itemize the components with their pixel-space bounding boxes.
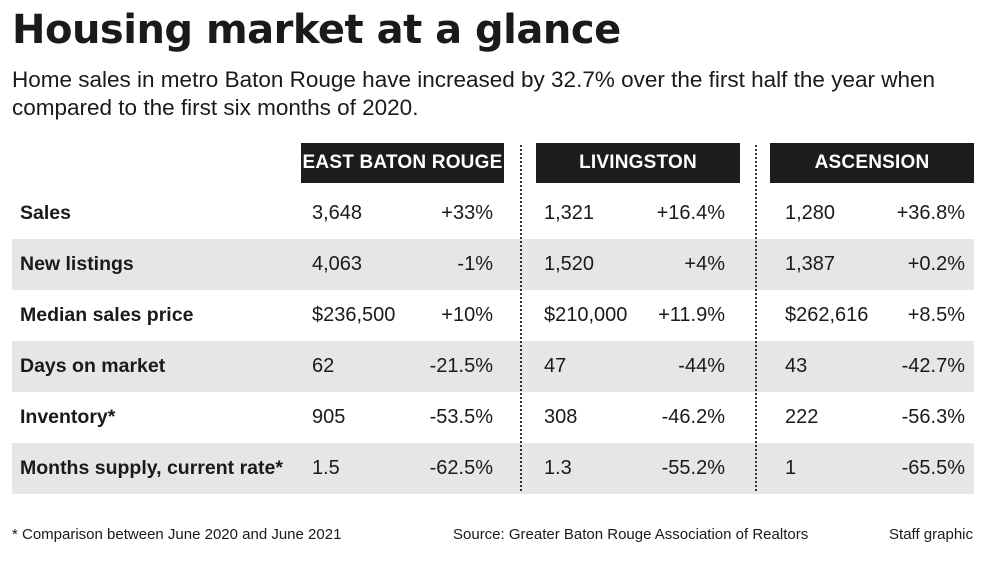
row-label: Median sales price xyxy=(20,304,194,326)
value-cell: $210,000 xyxy=(544,304,628,326)
page-subtitle: Home sales in metro Baton Rouge have inc… xyxy=(12,67,936,120)
credit-note: Staff graphic xyxy=(889,526,973,543)
value-cell: 47 xyxy=(544,355,567,377)
column-divider xyxy=(755,145,757,491)
change-cell: -42.7% xyxy=(901,355,965,377)
table-row: New listings 4,063 -1% 1,520 +4% 1,387 +… xyxy=(12,239,974,290)
value-cell: $236,500 xyxy=(312,304,396,326)
column-header-livingston: LIVINGSTON xyxy=(536,143,740,183)
row-label: Inventory* xyxy=(20,406,116,428)
column-header-ascension: ASCENSION xyxy=(770,143,974,183)
change-cell: +8.5% xyxy=(907,304,965,326)
change-cell: -46.2% xyxy=(661,406,725,428)
change-cell: -53.5% xyxy=(429,406,493,428)
change-cell: -44% xyxy=(678,355,725,377)
value-cell: 1,321 xyxy=(544,202,595,224)
value-cell: 1,387 xyxy=(785,253,836,275)
value-cell: 1 xyxy=(785,457,797,479)
column-header-east-baton-rouge: EAST BATON ROUGE xyxy=(301,143,504,183)
page-title: Housing market at a glance xyxy=(12,7,621,53)
footnote: * Comparison between June 2020 and June … xyxy=(12,526,342,543)
table-row: Sales 3,648 +33% 1,321 +16.4% 1,280 +36.… xyxy=(12,188,974,239)
change-cell: -55.2% xyxy=(661,457,725,479)
value-cell: 1,520 xyxy=(544,253,595,275)
value-cell: 1.5 xyxy=(312,457,340,479)
value-cell: 4,063 xyxy=(312,253,363,275)
table-row: Median sales price $236,500 +10% $210,00… xyxy=(12,290,974,341)
source-note: Source: Greater Baton Rouge Association … xyxy=(453,526,809,543)
row-label: Sales xyxy=(20,202,71,224)
value-cell: 222 xyxy=(785,406,819,428)
value-cell: 43 xyxy=(785,355,808,377)
row-label: Days on market xyxy=(20,355,166,377)
table-row: Days on market 62 -21.5% 47 -44% 43 -42.… xyxy=(12,341,974,392)
column-divider xyxy=(520,145,522,491)
value-cell: 1.3 xyxy=(544,457,572,479)
change-cell: +16.4% xyxy=(656,202,725,224)
change-cell: +36.8% xyxy=(896,202,965,224)
change-cell: +0.2% xyxy=(907,253,965,275)
table-row: Inventory* 905 -53.5% 308 -46.2% 222 -56… xyxy=(12,392,974,443)
change-cell: -1% xyxy=(457,253,493,275)
row-label: Months supply, current rate* xyxy=(20,457,283,479)
change-cell: -21.5% xyxy=(429,355,493,377)
value-cell: 3,648 xyxy=(312,202,363,224)
change-cell: +4% xyxy=(684,253,725,275)
row-label: New listings xyxy=(20,253,134,275)
value-cell: 905 xyxy=(312,406,346,428)
change-cell: -56.3% xyxy=(901,406,965,428)
value-cell: $262,616 xyxy=(785,304,869,326)
change-cell: +33% xyxy=(441,202,493,224)
change-cell: +10% xyxy=(441,304,493,326)
value-cell: 308 xyxy=(544,406,578,428)
change-cell: -65.5% xyxy=(901,457,965,479)
change-cell: +11.9% xyxy=(658,304,725,326)
data-table: EAST BATON ROUGE LIVINGSTON ASCENSION Sa… xyxy=(12,143,974,494)
change-cell: -62.5% xyxy=(429,457,493,479)
value-cell: 1,280 xyxy=(785,202,836,224)
table-row: Months supply, current rate* 1.5 -62.5% … xyxy=(12,443,974,494)
value-cell: 62 xyxy=(312,355,335,377)
